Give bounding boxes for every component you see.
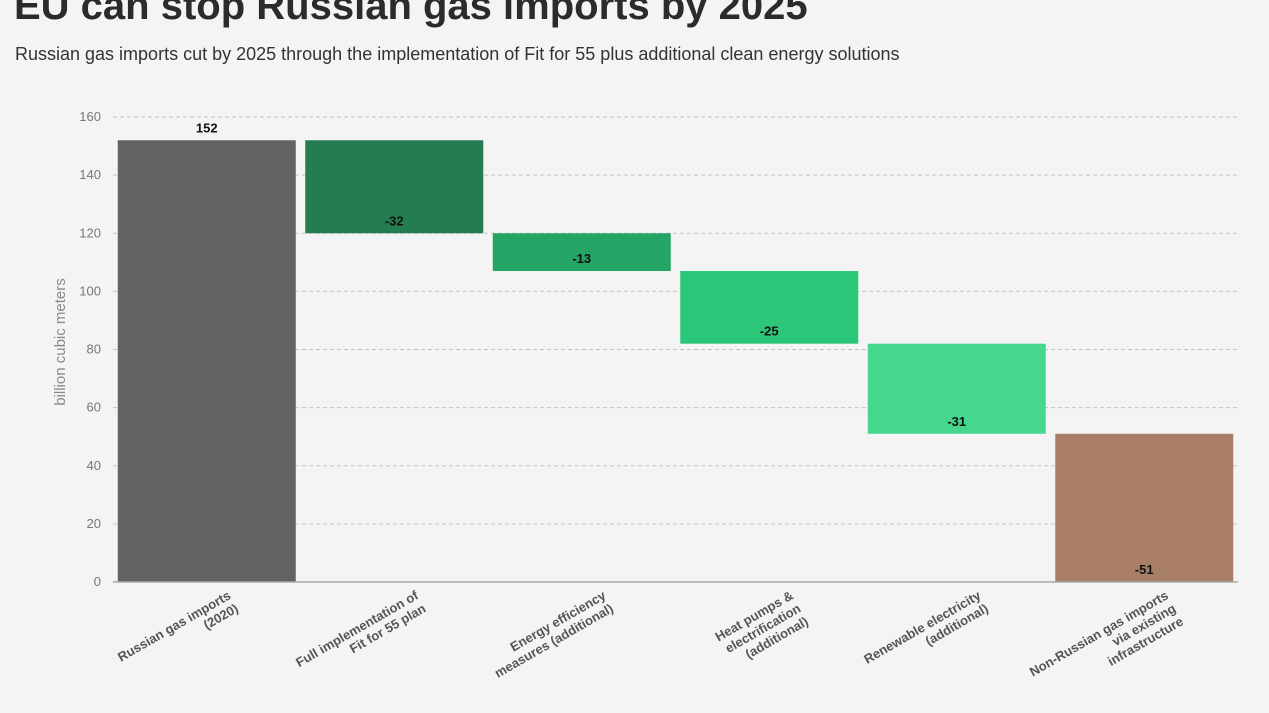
y-tick-label: 60	[87, 400, 101, 415]
waterfall-bar	[117, 140, 296, 582]
y-axis-ticks: 0 20 40 60 80 100 120 140 160	[79, 109, 101, 589]
waterfall-bar	[492, 233, 671, 272]
data-label: -31	[947, 414, 966, 429]
y-tick-label: 160	[79, 109, 101, 124]
y-tick-label: 20	[87, 516, 101, 531]
y-tick-label: 40	[87, 458, 101, 473]
data-label: -25	[760, 324, 779, 339]
x-category-label: Non-Russian gas importsvia existinginfra…	[1027, 588, 1186, 706]
y-axis-label: billion cubic meters	[52, 278, 69, 406]
data-label: 152	[196, 120, 218, 135]
y-tick-label: 80	[87, 342, 101, 357]
y-tick-label: 0	[94, 574, 101, 589]
data-label: -32	[385, 213, 404, 228]
chart-subtitle: Russian gas imports cut by 2025 through …	[15, 44, 900, 64]
chart-title: EU can stop Russian gas imports by 2025	[14, 0, 808, 28]
waterfall-bar	[867, 343, 1046, 434]
x-category-label: Renewable electricity(additional)	[861, 587, 991, 679]
x-category-label: Russian gas imports(2020)	[115, 588, 241, 678]
x-axis-categories: Russian gas imports(2020) Full implementa…	[115, 587, 1186, 706]
y-tick-label: 100	[79, 283, 101, 298]
data-label: -51	[1135, 562, 1154, 577]
x-category-label: Full implementation ofFit for 55 plan	[293, 587, 429, 683]
data-label: -13	[572, 251, 591, 266]
x-category-label: Energy efficiencymeasures (additional)	[484, 587, 616, 681]
gridlines	[113, 116, 1238, 525]
data-labels: 152 -32 -13 -25 -31 -51	[196, 120, 1154, 577]
bars	[117, 140, 1234, 582]
y-tick-label: 120	[79, 225, 101, 240]
x-category-label: Heat pumps &electrification(additional)	[713, 588, 811, 671]
waterfall-bar	[305, 140, 484, 234]
waterfall-bar	[1055, 433, 1234, 582]
y-tick-label: 140	[79, 167, 101, 182]
waterfall-bar	[680, 271, 859, 344]
